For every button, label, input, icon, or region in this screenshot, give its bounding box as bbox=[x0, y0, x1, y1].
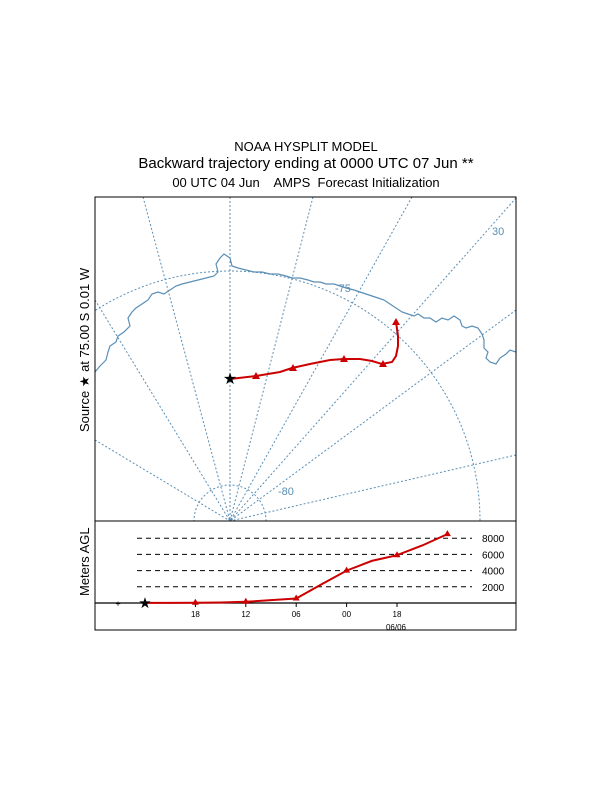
map-panel: 30 -75 -80 ★ Source ★ at 75.00 S 0.01 W bbox=[77, 196, 517, 522]
trajectory-marker bbox=[379, 360, 387, 367]
parallel-label: -80 bbox=[278, 486, 294, 498]
source-label: Source ★ at 75.00 S 0.01 W bbox=[77, 267, 92, 432]
height-xtick-label: 18 bbox=[393, 610, 402, 619]
meridian bbox=[142, 197, 231, 521]
height-frame bbox=[94, 520, 517, 631]
parallel-75 bbox=[95, 270, 481, 521]
height-panel: 2000 4000 6000 8000 18 12 06 00 18 06/06 ★ + Me… bbox=[77, 520, 517, 632]
source-star-icon: ★ bbox=[223, 371, 237, 388]
height-ytick-labels: 2000 4000 6000 8000 bbox=[482, 534, 505, 594]
height-source-star-icon: ★ bbox=[138, 595, 151, 612]
map-trajectory-markers bbox=[252, 318, 400, 379]
height-point-marker bbox=[443, 530, 451, 537]
height-point-marker bbox=[292, 594, 300, 601]
height-xtick-label: 12 bbox=[241, 610, 250, 619]
height-ytick-label: 2000 bbox=[482, 583, 505, 594]
parallel-80 bbox=[193, 484, 267, 521]
meridian-label: 30 bbox=[492, 226, 504, 238]
meridian bbox=[95, 439, 231, 521]
date-label: 06/06 bbox=[386, 623, 407, 632]
height-origin-marker-icon: + bbox=[115, 599, 120, 609]
meridian bbox=[229, 197, 314, 521]
parallel-label: -75 bbox=[335, 283, 351, 295]
trajectory-marker bbox=[340, 355, 348, 362]
trajectory-marker bbox=[289, 364, 297, 371]
chart-title: Backward trajectory ending at 0000 UTC 0… bbox=[138, 155, 474, 172]
height-gridlines bbox=[137, 537, 472, 588]
height-xtick-label: 18 bbox=[191, 610, 200, 619]
height-point-marker bbox=[191, 598, 199, 605]
height-xtick-label: 00 bbox=[342, 610, 351, 619]
height-point-marker bbox=[393, 551, 401, 558]
trajectory-marker bbox=[252, 372, 260, 379]
height-series-markers bbox=[191, 530, 451, 605]
graticule bbox=[95, 197, 516, 521]
meridian bbox=[95, 299, 231, 521]
height-y-axis-label: Meters AGL bbox=[77, 527, 92, 596]
map-frame bbox=[94, 196, 517, 522]
height-series-line bbox=[144, 533, 448, 604]
height-xtick-label: 06 bbox=[292, 610, 301, 619]
meridian bbox=[229, 454, 516, 521]
height-xtick-labels: 18 12 06 00 18 bbox=[191, 603, 402, 619]
height-ytick-label: 4000 bbox=[482, 567, 505, 578]
trajectory-marker bbox=[392, 318, 400, 325]
height-ytick-label: 6000 bbox=[482, 550, 505, 561]
meridian bbox=[229, 197, 413, 521]
height-ytick-label: 8000 bbox=[482, 534, 505, 545]
meridian bbox=[229, 309, 516, 521]
model-title: NOAA HYSPLIT MODEL bbox=[234, 139, 378, 154]
coastline bbox=[95, 253, 516, 373]
graticule-labels: 30 -75 -80 bbox=[278, 226, 504, 498]
map-trajectory bbox=[229, 321, 399, 380]
height-point-marker bbox=[242, 597, 250, 604]
chart-subtitle: 00 UTC 04 Jun AMPS Forecast Initializati… bbox=[172, 175, 440, 190]
height-point-marker bbox=[343, 566, 351, 573]
meridian bbox=[229, 197, 516, 521]
